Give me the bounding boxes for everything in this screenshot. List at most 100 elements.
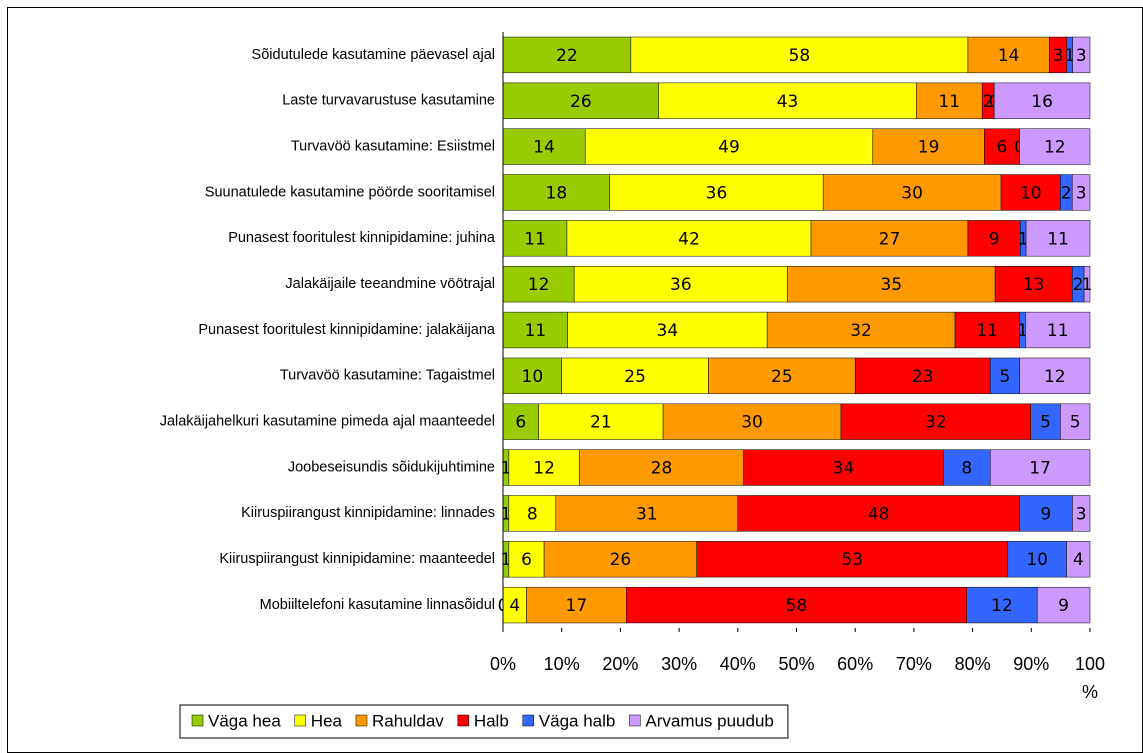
data-label: 12 — [991, 596, 1013, 616]
bar-segment — [573, 266, 788, 303]
legend-swatch — [522, 714, 535, 727]
bar-segment — [1071, 174, 1091, 211]
bar-segment — [658, 82, 917, 119]
x-tick-label: 70% — [896, 654, 932, 674]
bar-segment — [543, 541, 697, 578]
x-tick-label: 30% — [661, 654, 697, 674]
data-label: 28 — [651, 459, 673, 479]
data-label: 4 — [1073, 550, 1084, 570]
bar-segment — [1019, 357, 1091, 394]
bar-segment — [989, 357, 1020, 394]
bar-segment — [508, 495, 557, 532]
data-label: 58 — [786, 596, 808, 616]
bar-segment — [584, 128, 874, 165]
bar-segment — [1025, 311, 1091, 349]
category-label: Laste turvavarustuse kasutamine — [282, 93, 495, 109]
bar-segment — [502, 36, 632, 74]
bar-segment — [1060, 403, 1091, 440]
data-label: 11 — [976, 321, 998, 341]
bar-segment — [943, 449, 991, 486]
category-label: Jalakäijaile teeandmine vöötrajal — [285, 276, 495, 292]
bar-segment — [502, 357, 562, 394]
data-label: 11 — [524, 229, 546, 249]
data-label: 12 — [533, 459, 555, 479]
bar-segment — [1036, 586, 1091, 624]
data-label: 1 — [1082, 275, 1093, 295]
data-label: 5 — [1040, 413, 1051, 433]
bar-segment — [994, 266, 1073, 303]
data-label: 1 — [1017, 321, 1028, 341]
data-label: 30 — [741, 413, 763, 433]
data-label: 4 — [509, 596, 520, 616]
category-label: Joobeseisundis sõidukijuhtimine — [288, 459, 495, 475]
data-label: 17 — [1029, 459, 1051, 479]
data-label: 1 — [1018, 229, 1029, 249]
data-label: 1 — [501, 504, 512, 524]
x-tick-label: 20% — [602, 654, 638, 674]
data-label: 43 — [777, 92, 799, 112]
category-label: Turvavöö kasutamine: Esiistmel — [291, 138, 495, 154]
bar-segment — [626, 586, 967, 624]
data-label: 23 — [912, 367, 934, 387]
legend-label: Väga hea — [208, 711, 281, 730]
data-label: 6 — [515, 413, 526, 433]
data-label: 1 — [1064, 46, 1075, 66]
category-label: Punasest fooritulest kinnipidamine: juhi… — [228, 230, 496, 246]
data-label: 34 — [657, 321, 679, 341]
bar-segment — [967, 220, 1021, 257]
legend-label: Hea — [311, 711, 343, 730]
data-label: 2 — [1073, 275, 1084, 295]
bar-segment — [1072, 36, 1091, 74]
bar-segment — [566, 220, 812, 257]
bar-segment — [609, 174, 824, 211]
bar-segment — [810, 220, 969, 257]
data-label: 53 — [841, 550, 863, 570]
data-label: 5 — [999, 367, 1010, 387]
bar-segment — [822, 174, 1002, 211]
legend-swatch — [294, 714, 307, 727]
bar-segment — [502, 403, 539, 440]
legend-swatch — [629, 714, 641, 727]
x-tick-label: 100% — [1075, 654, 1105, 702]
data-label: 12 — [1044, 367, 1066, 387]
data-label: 26 — [610, 550, 632, 570]
legend-label: Halb — [474, 711, 509, 730]
data-label: 27 — [879, 229, 901, 249]
data-label: 26 — [570, 92, 592, 112]
data-label: 8 — [527, 504, 538, 524]
data-label: 48 — [868, 504, 890, 524]
data-label: 5 — [1070, 413, 1081, 433]
bar-segment — [989, 449, 1091, 486]
x-tick-label: 0% — [490, 654, 516, 674]
data-label: 2 — [983, 92, 994, 112]
data-label: 36 — [670, 275, 692, 295]
bar-segment — [1083, 266, 1091, 303]
bar-segment — [916, 82, 983, 119]
bar-segment — [840, 403, 1031, 440]
bar-segment — [662, 403, 842, 440]
bar-segment — [561, 357, 709, 394]
category-label: Jalakäijahelkuri kasutamine pimeda ajal … — [160, 414, 495, 430]
category-label: Kiiruspiirangust kinnipidamine: maanteed… — [219, 551, 495, 567]
data-label: 10 — [1020, 183, 1042, 203]
bar-segment — [502, 82, 659, 119]
data-label: 19 — [918, 138, 940, 158]
legend-swatch — [355, 714, 368, 727]
bar-segment — [993, 82, 1091, 119]
bar-segment — [737, 495, 1020, 532]
data-label: 3 — [1076, 504, 1087, 524]
category-label: Kiiruspiirangust kinnipidamine: linnades — [241, 505, 495, 521]
data-label: 32 — [850, 321, 872, 341]
data-label: 1 — [501, 550, 512, 570]
data-label: 1 — [501, 459, 512, 479]
data-label: 30 — [901, 183, 923, 203]
data-label: 11 — [938, 92, 960, 112]
data-label: 14 — [998, 46, 1020, 66]
bar-segment — [1066, 541, 1091, 578]
data-label: 3 — [1053, 46, 1064, 66]
x-tick-label: 50% — [778, 654, 814, 674]
bar-segment — [538, 403, 664, 440]
bar-segment — [502, 311, 568, 349]
bar-segment — [502, 266, 575, 303]
